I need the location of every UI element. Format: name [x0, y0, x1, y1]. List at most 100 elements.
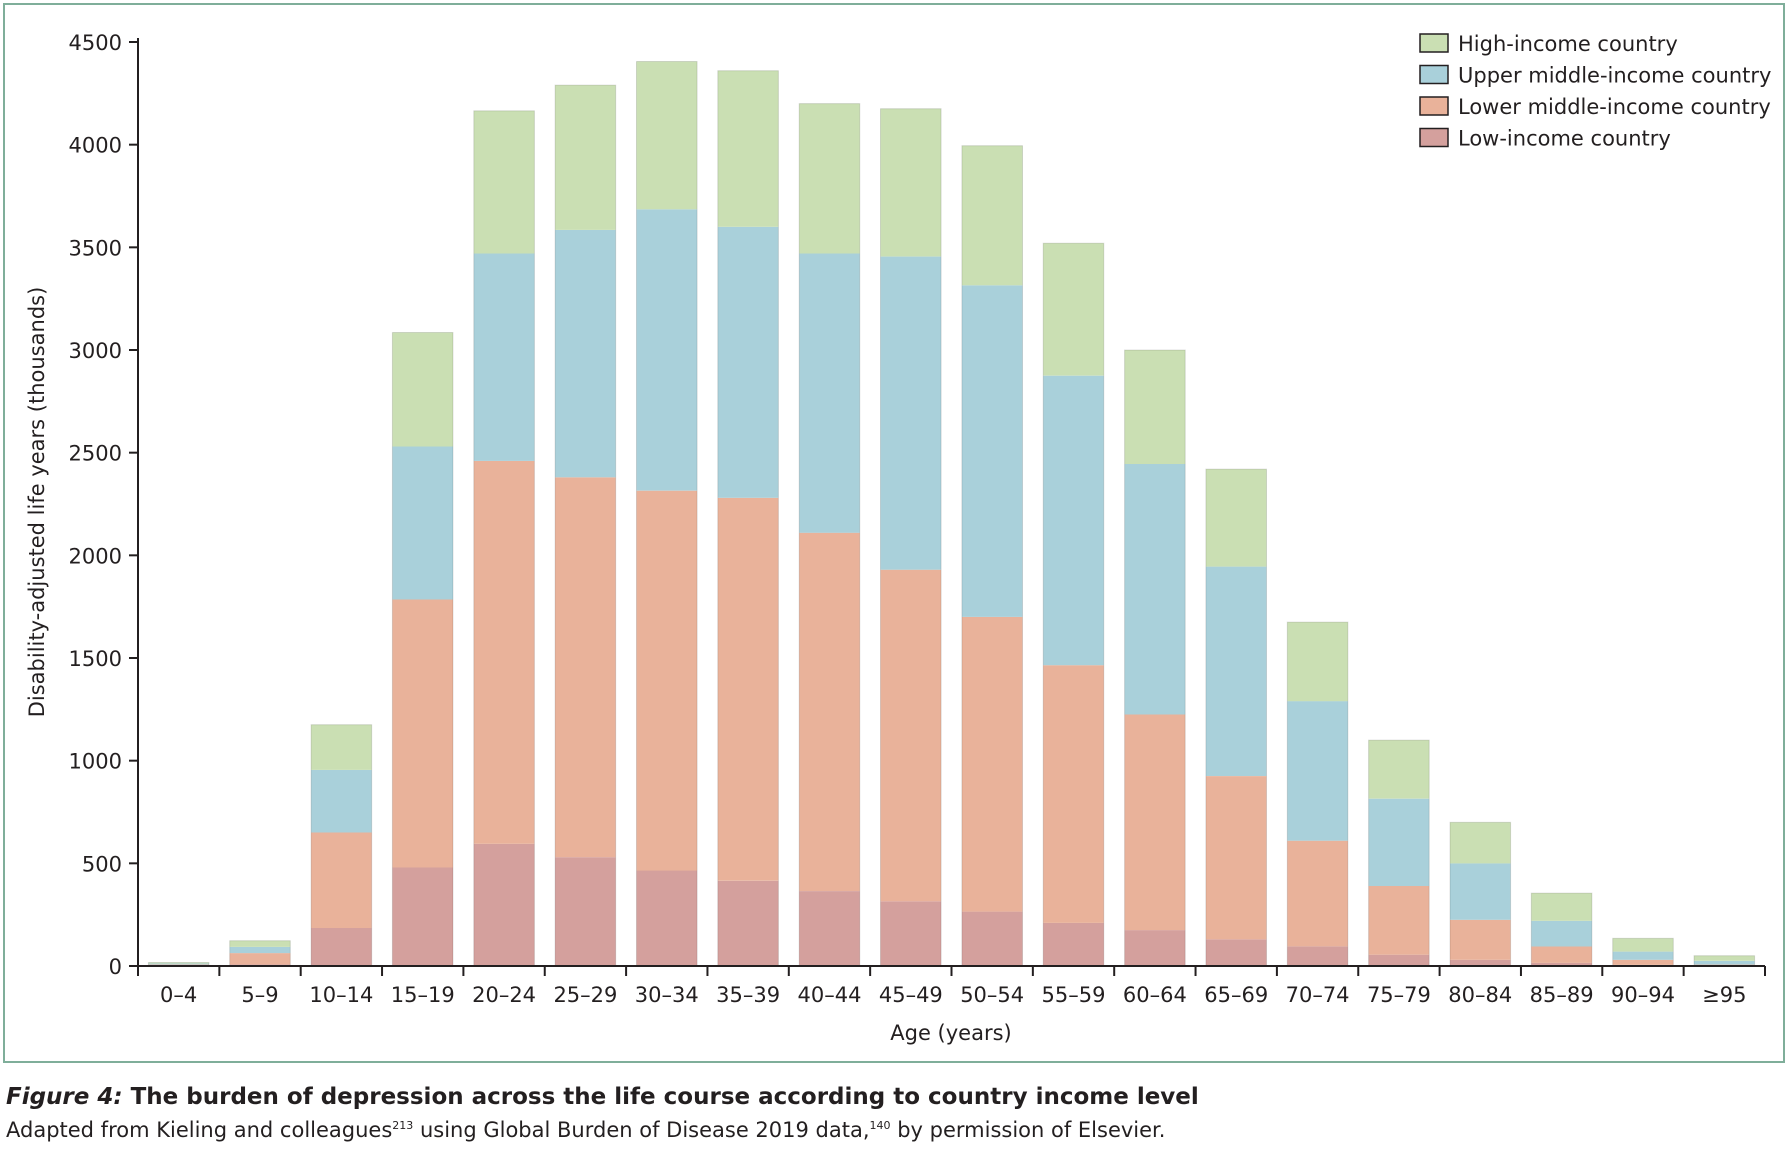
y-tick-label: 0 [109, 955, 122, 979]
bar-segment-2-16 [1450, 863, 1511, 920]
bar-segment-2-19 [1694, 960, 1755, 965]
y-tick-label: 3000 [69, 339, 122, 363]
bar-segment-2-12 [1124, 464, 1186, 715]
x-tick-label: 35–39 [716, 983, 780, 1007]
reference-number: 140 [869, 1119, 891, 1132]
x-tick-label: 60–64 [1123, 983, 1187, 1007]
x-tick-label: 65–69 [1204, 983, 1268, 1007]
bar-segment-2-17 [1531, 920, 1592, 947]
legend-swatch [1419, 96, 1449, 116]
bar-segment-3-1 [229, 940, 291, 947]
legend-label: Upper middle-income country [1458, 64, 1771, 88]
x-axis-label: Age (years) [890, 1021, 1011, 1045]
bar-segment-1-17 [1531, 946, 1592, 963]
x-tick-label: 55–59 [1042, 983, 1106, 1007]
bar-segment-1-6 [636, 490, 698, 871]
bar-segment-2-18 [1612, 951, 1674, 960]
x-tick-label: 15–19 [391, 983, 455, 1007]
bar-segment-3-9 [880, 108, 942, 257]
bar-segment-3-18 [1612, 938, 1674, 952]
bar-segment-3-2 [311, 724, 372, 770]
bar-segment-2-7 [717, 226, 779, 498]
bar-segment-2-6 [636, 209, 698, 491]
stacked-bar-chart: 0 500 1000 1500 2000 2500 3000 3500 4000 4500 0–4 5… [25, 31, 1771, 1045]
caption-source-text: using Global Burden of Disease 2019 data… [413, 1118, 870, 1142]
bar-segment-2-5 [555, 229, 616, 478]
legend: High-income country Upper middle-income c… [1419, 32, 1771, 151]
bar-segment-1-5 [555, 477, 616, 858]
bar-segment-3-8 [799, 103, 860, 254]
caption-source-text: by permission of Elsevier. [890, 1118, 1166, 1142]
bar-segment-0-14 [1287, 946, 1348, 966]
bar-segment-3-15 [1368, 740, 1430, 799]
legend-label: Low-income country [1458, 127, 1671, 151]
y-tick-label: 2000 [69, 544, 122, 568]
bar-segment-1-10 [961, 616, 1023, 912]
x-tick-label: 70–74 [1286, 983, 1350, 1007]
bar-segment-1-3 [392, 599, 453, 868]
bar-segment-0-8 [799, 891, 860, 966]
x-tick-label: 5–9 [241, 983, 278, 1007]
bar-segment-2-15 [1368, 798, 1430, 886]
bar-segment-2-1 [229, 946, 291, 954]
bar-segment-3-19 [1694, 955, 1755, 961]
bar-segment-1-15 [1368, 885, 1430, 955]
y-axis-label: Disability-adjusted life years (thousand… [25, 287, 49, 718]
bar-segment-0-10 [961, 911, 1023, 966]
bar-segment-1-13 [1205, 776, 1267, 940]
x-tick-label: 30–34 [635, 983, 699, 1007]
bar-segment-0-2 [311, 928, 372, 966]
bar-segment-3-4 [473, 110, 535, 254]
bar-segment-2-4 [473, 253, 535, 461]
x-tick-label: 0–4 [160, 983, 197, 1007]
bar-segment-2-10 [961, 285, 1023, 617]
bar-segment-1-9 [880, 569, 942, 902]
y-tick-label: 4000 [69, 134, 122, 158]
bar-segment-3-6 [636, 61, 698, 210]
bars-layer [147, 61, 1756, 967]
bar-segment-0-3 [392, 867, 453, 966]
bar-segment-2-9 [880, 256, 942, 570]
bar-segment-3-11 [1043, 243, 1104, 376]
bar-segment-3-13 [1205, 469, 1267, 567]
figure-label: Figure 4: [6, 1084, 123, 1110]
x-tick-label: 10–14 [309, 983, 373, 1007]
bar-segment-0-13 [1205, 939, 1267, 966]
x-tick-label: 80–84 [1448, 983, 1512, 1007]
bar-segment-3-12 [1124, 350, 1186, 464]
legend-swatch [1419, 64, 1449, 85]
caption-source-text: Adapted from Kieling and colleagues [6, 1118, 393, 1142]
y-tick-label: 1500 [69, 647, 122, 671]
y-tick-label: 2500 [69, 442, 122, 466]
bar-segment-2-8 [799, 253, 860, 533]
y-tick-label: 3500 [69, 236, 122, 260]
x-tick-label: 25–29 [553, 983, 617, 1007]
figure-frame [3, 3, 1785, 1063]
bar-segment-1-12 [1124, 714, 1186, 931]
bar-segment-3-0 [148, 962, 209, 964]
bar-segment-2-13 [1205, 566, 1267, 776]
caption-source-line: Adapted from Kieling and colleagues213 u… [6, 1114, 1776, 1146]
x-tick-label: 75–79 [1367, 983, 1431, 1007]
bar-segment-1-4 [473, 460, 535, 844]
figure-title: The burden of depression across the life… [122, 1084, 1199, 1110]
bar-segment-0-15 [1368, 954, 1430, 966]
legend-swatch [1419, 33, 1449, 53]
legend-label: High-income country [1458, 32, 1678, 56]
bar-segment-1-16 [1450, 919, 1511, 960]
axes-layer: 0 500 1000 1500 2000 2500 3000 3500 4000 4500 0–4 5… [69, 31, 1766, 1007]
bar-segment-1-18 [1612, 959, 1674, 965]
bar-segment-2-0 [148, 963, 209, 965]
reference-number: 213 [392, 1119, 414, 1132]
y-tick-label: 500 [82, 852, 122, 876]
bar-segment-3-17 [1531, 893, 1592, 921]
bar-segment-0-11 [1043, 922, 1104, 966]
bar-segment-0-4 [473, 843, 535, 966]
bar-segment-3-14 [1287, 622, 1348, 702]
legend-swatch [1419, 127, 1449, 148]
bar-segment-1-8 [799, 532, 860, 891]
x-tick-label: 85–89 [1530, 983, 1594, 1007]
figure-caption: Figure 4: The burden of depression acros… [6, 1080, 1776, 1146]
x-tick-label: 40–44 [797, 983, 861, 1007]
bar-segment-3-7 [717, 70, 779, 227]
